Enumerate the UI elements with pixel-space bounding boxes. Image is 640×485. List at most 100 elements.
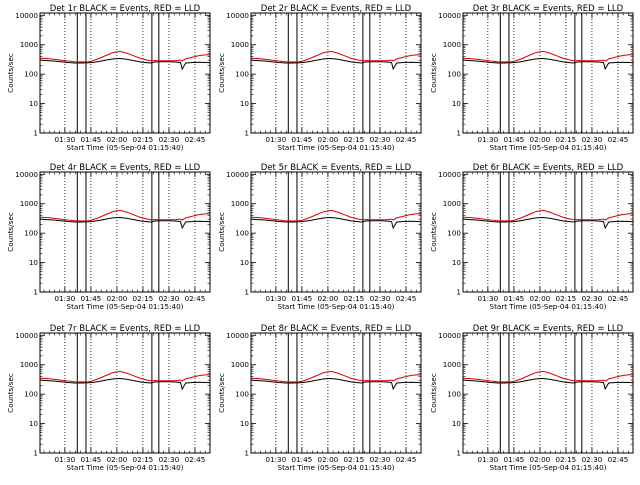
panel-title: Det 9r BLACK = Events, RED = LLD	[473, 324, 624, 334]
y-tick-label: 100	[235, 390, 249, 399]
y-axis-label: Counts/sec	[429, 53, 438, 93]
x-tick-label: 02:45	[185, 294, 206, 303]
y-tick-label: 100	[235, 229, 249, 238]
series-lld-line	[250, 370, 422, 383]
x-tick-label: 02:15	[556, 294, 577, 303]
y-tick-label: 100	[24, 70, 38, 79]
x-tick-label: 02:00	[107, 294, 128, 303]
y-axis-label: Counts/sec	[217, 212, 226, 252]
plot-frame	[250, 332, 422, 454]
y-tick-label: 100	[447, 229, 461, 238]
x-tick-label: 02:30	[159, 294, 180, 303]
x-tick-label: 02:30	[582, 455, 603, 464]
plot-frame	[462, 332, 634, 454]
series-events-line	[39, 57, 211, 71]
panel-det-9: Det 9r BLACK = Events, RED = LLD 1 10 100 10…	[429, 324, 634, 472]
y-tick-label: 10000	[438, 170, 461, 179]
y-tick-label: 1	[244, 449, 249, 458]
y-tick-label: 1	[244, 129, 249, 138]
x-tick-label: 01:30	[54, 455, 75, 464]
series-events-line	[250, 216, 422, 230]
panel-title: Det 8r BLACK = Events, RED = LLD	[261, 324, 412, 334]
panel-det-4: Det 4r BLACK = Events, RED = LLD 1 10 100 10…	[6, 163, 211, 311]
y-tick-label: 100	[447, 70, 461, 79]
series-events-line	[250, 377, 422, 391]
y-axis-label: Counts/sec	[429, 373, 438, 413]
series-lld-line	[462, 50, 634, 63]
x-axis-label: Start Time (05-Sep-04 01:15:40)	[67, 143, 184, 152]
plot-frame	[462, 12, 634, 134]
x-tick-label: 02:00	[530, 294, 551, 303]
x-tick-label: 01:30	[477, 294, 498, 303]
series-events-line	[462, 57, 634, 71]
y-tick-label: 10	[29, 99, 39, 108]
x-tick-label: 01:30	[265, 294, 286, 303]
y-tick-label: 10000	[438, 331, 461, 340]
x-tick-label: 02:15	[344, 294, 365, 303]
x-tick-label: 02:45	[608, 455, 629, 464]
x-tick-label: 02:00	[107, 135, 128, 144]
y-tick-label: 10	[452, 99, 462, 108]
y-tick-label: 10	[240, 99, 250, 108]
x-tick-label: 02:00	[318, 135, 339, 144]
plot-frame	[462, 171, 634, 293]
x-tick-label: 01:30	[265, 135, 286, 144]
x-tick-label: 02:30	[159, 135, 180, 144]
x-axis-label: Start Time (05-Sep-04 01:15:40)	[67, 302, 184, 311]
x-tick-label: 02:30	[370, 135, 391, 144]
y-tick-label: 1	[244, 288, 249, 297]
x-tick-label: 01:45	[504, 455, 525, 464]
y-tick-label: 1	[33, 129, 38, 138]
x-tick-label: 01:45	[292, 294, 313, 303]
y-tick-label: 100	[235, 70, 249, 79]
series-events-line	[462, 216, 634, 230]
y-axis-label: Counts/sec	[6, 373, 15, 413]
y-tick-label: 10000	[15, 11, 38, 20]
x-tick-label: 01:30	[477, 135, 498, 144]
x-tick-label: 01:30	[265, 455, 286, 464]
y-tick-label: 10000	[226, 11, 249, 20]
plot-frame	[250, 171, 422, 293]
x-axis-label: Start Time (05-Sep-04 01:15:40)	[67, 463, 184, 472]
x-tick-label: 01:45	[504, 294, 525, 303]
y-axis-label: Counts/sec	[217, 373, 226, 413]
x-tick-label: 02:15	[133, 135, 154, 144]
y-tick-label: 100	[447, 390, 461, 399]
y-axis-label: Counts/sec	[6, 53, 15, 93]
x-axis-label: Start Time (05-Sep-04 01:15:40)	[490, 463, 607, 472]
panel-title: Det 7r BLACK = Events, RED = LLD	[50, 324, 201, 334]
series-events-line	[462, 377, 634, 391]
x-tick-label: 01:45	[81, 455, 102, 464]
y-tick-label: 1000	[231, 360, 250, 369]
x-tick-label: 02:15	[556, 455, 577, 464]
panel-title: Det 4r BLACK = Events, RED = LLD	[50, 163, 201, 173]
x-tick-label: 02:30	[370, 455, 391, 464]
series-events-line	[39, 216, 211, 230]
x-tick-label: 02:45	[185, 135, 206, 144]
y-tick-label: 10000	[438, 11, 461, 20]
x-tick-label: 02:15	[344, 455, 365, 464]
y-tick-label: 10	[29, 419, 39, 428]
x-tick-label: 02:00	[530, 455, 551, 464]
y-tick-label: 1000	[20, 199, 39, 208]
x-tick-label: 02:15	[133, 455, 154, 464]
x-tick-label: 01:30	[477, 455, 498, 464]
series-lld-line	[39, 209, 211, 222]
plot-frame	[39, 171, 211, 293]
y-axis-label: Counts/sec	[6, 212, 15, 252]
x-axis-label: Start Time (05-Sep-04 01:15:40)	[490, 302, 607, 311]
x-tick-label: 02:45	[185, 455, 206, 464]
series-lld-line	[250, 50, 422, 63]
y-tick-label: 1000	[443, 40, 462, 49]
x-axis-label: Start Time (05-Sep-04 01:15:40)	[278, 302, 395, 311]
x-tick-label: 02:30	[582, 135, 603, 144]
y-tick-label: 10	[452, 258, 462, 267]
x-tick-label: 02:45	[396, 294, 417, 303]
panel-det-3: Det 3r BLACK = Events, RED = LLD 1 10 100 10…	[429, 4, 634, 152]
y-tick-label: 10	[29, 258, 39, 267]
x-tick-label: 02:00	[530, 135, 551, 144]
y-tick-label: 10	[240, 258, 250, 267]
panel-det-2: Det 2r BLACK = Events, RED = LLD 1 10 100 10…	[217, 4, 422, 152]
